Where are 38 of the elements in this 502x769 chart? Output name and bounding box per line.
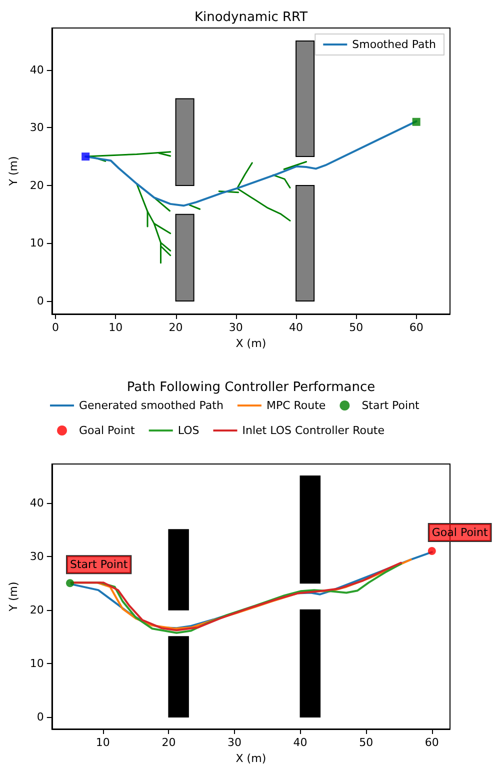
y-tick-label: 10 (30, 656, 44, 670)
chart-title: Path Following Controller Performance (126, 380, 376, 395)
x-tick-label: 60 (409, 321, 424, 334)
x-axis-title: X (m) (236, 336, 266, 350)
y-tick-label: 0 (36, 294, 44, 308)
annotation: Start Point (70, 558, 128, 572)
x-tick-label: 50 (349, 321, 364, 334)
x-axis-title: X (m) (236, 752, 266, 765)
legend-label: MPC Route (266, 399, 326, 412)
y-tick-label: 30 (30, 550, 44, 563)
legend-label: LOS (178, 424, 200, 437)
x-tick-label: 20 (168, 321, 183, 334)
x-tick-label: 40 (293, 736, 308, 749)
y-axis-title: Y (m) (7, 156, 20, 187)
x-tick-label: 60 (424, 736, 439, 749)
y-tick-label: 20 (30, 603, 44, 616)
x-tick-label: 30 (228, 321, 243, 334)
x-tick-label: 30 (228, 736, 242, 749)
y-tick-label: 0 (36, 710, 44, 724)
x-tick-label: 10 (96, 736, 110, 749)
chart-title: Kinodynamic RRT (194, 10, 308, 25)
y-tick-label: 40 (30, 496, 44, 510)
legend-label: Smoothed Path (352, 38, 436, 51)
annotation: Goal Point (432, 526, 488, 539)
y-axis-title: Y (m) (7, 582, 20, 612)
y-tick-label: 20 (30, 178, 44, 192)
y-tick-label: 40 (30, 63, 44, 76)
x-tick-label: 40 (289, 321, 304, 334)
x-tick-label: 50 (359, 736, 374, 749)
legend-label: Goal Point (79, 424, 136, 437)
legend-label: Generated smoothed Path (79, 399, 224, 412)
legend-label: Inlet LOS Controller Route (242, 424, 385, 437)
legend-label: Start Point (362, 399, 420, 412)
x-tick-label: 10 (108, 321, 123, 334)
y-tick-label: 10 (30, 236, 44, 250)
x-tick-label: 0 (52, 321, 60, 334)
y-tick-label: 30 (30, 121, 44, 134)
x-tick-label: 20 (162, 736, 176, 749)
